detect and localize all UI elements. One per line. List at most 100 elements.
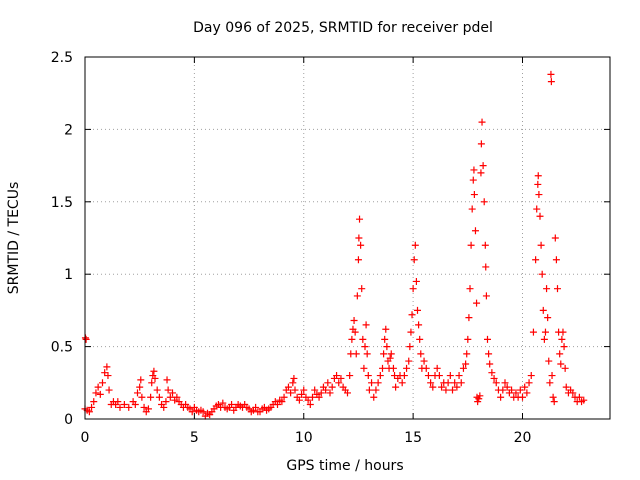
data-point — [324, 379, 332, 387]
data-point — [315, 393, 323, 401]
data-point — [538, 270, 546, 278]
data-point — [488, 369, 496, 377]
data-point — [554, 285, 561, 293]
data-point — [444, 379, 452, 387]
data-point — [484, 335, 491, 343]
data-point — [525, 379, 533, 387]
data-point — [304, 396, 312, 404]
data-point — [199, 408, 207, 416]
data-point — [352, 350, 360, 358]
data-point — [473, 299, 481, 307]
data-point — [547, 78, 555, 86]
data-point — [537, 241, 545, 249]
data-point — [535, 191, 543, 199]
data-point — [114, 398, 122, 406]
data-point — [350, 317, 358, 325]
data-point — [420, 357, 428, 365]
data-point — [103, 363, 111, 371]
data-point — [361, 343, 369, 351]
data-point — [289, 379, 297, 387]
data-point — [104, 372, 112, 380]
axis-ticks — [84, 56, 610, 420]
data-point — [364, 372, 372, 380]
data-point — [381, 335, 389, 343]
tick-labels: 0 5 10 15 20 0 0.5 1 1.5 2 2.5 — [51, 50, 532, 446]
data-point — [557, 360, 565, 368]
data-point — [160, 403, 168, 411]
data-point — [534, 180, 542, 188]
data-point — [465, 314, 473, 322]
data-point — [477, 169, 485, 177]
x-tick-label: 10 — [295, 430, 313, 446]
data-point — [392, 383, 400, 391]
data-point — [351, 328, 359, 336]
data-point — [290, 374, 298, 382]
data-point — [295, 396, 303, 404]
data-point — [164, 386, 172, 394]
data-point — [549, 393, 557, 401]
data-point — [219, 399, 227, 407]
data-point — [415, 321, 423, 329]
data-point — [482, 263, 490, 271]
data-point — [346, 372, 354, 380]
data-point — [438, 383, 446, 391]
data-point — [94, 383, 102, 391]
data-point — [478, 118, 486, 126]
data-point — [417, 350, 425, 358]
data-point — [455, 372, 463, 380]
data-point — [497, 393, 505, 401]
data-point — [389, 364, 397, 372]
y-tick-label: 2 — [64, 122, 73, 138]
data-point — [580, 396, 588, 404]
data-point — [356, 215, 364, 223]
data-point — [469, 176, 477, 184]
data-point — [311, 386, 319, 394]
data-point — [416, 335, 424, 343]
y-axis-label: SRMTID / TECUs — [6, 182, 22, 295]
data-point — [355, 234, 363, 242]
data-point — [328, 383, 336, 391]
data-point — [353, 292, 361, 300]
data-point — [382, 325, 390, 333]
chart-title: Day 096 of 2025, SRMTID for receiver pde… — [193, 20, 493, 36]
data-point — [486, 360, 494, 368]
data-point — [82, 335, 90, 343]
data-points — [81, 70, 588, 420]
data-point — [523, 389, 531, 397]
data-point — [85, 408, 93, 416]
data-point — [560, 343, 568, 351]
data-point — [540, 335, 548, 343]
data-point — [422, 364, 430, 372]
data-point — [533, 205, 541, 213]
data-point — [300, 386, 308, 394]
data-point — [92, 389, 100, 397]
data-point — [532, 256, 540, 264]
data-point — [134, 389, 141, 397]
data-point — [433, 364, 441, 372]
x-tick-label: 5 — [190, 430, 199, 446]
data-point — [449, 386, 456, 394]
data-point — [291, 386, 299, 394]
data-point — [481, 241, 489, 249]
data-point — [376, 372, 384, 380]
data-point — [169, 389, 176, 397]
x-tick-label: 15 — [404, 430, 422, 446]
data-point — [499, 386, 507, 394]
data-point — [274, 401, 281, 409]
data-point — [503, 383, 511, 391]
data-point — [446, 372, 454, 380]
data-point — [228, 401, 236, 409]
data-point — [548, 372, 556, 380]
data-point — [380, 350, 388, 358]
data-point — [278, 398, 286, 406]
data-point — [453, 383, 461, 391]
data-point — [365, 386, 373, 394]
data-point — [387, 350, 395, 358]
data-point — [539, 306, 547, 314]
data-point — [138, 393, 146, 401]
data-point — [527, 372, 535, 380]
data-point — [362, 321, 370, 329]
data-point — [508, 386, 516, 394]
data-point — [317, 389, 325, 397]
data-point — [427, 379, 435, 387]
